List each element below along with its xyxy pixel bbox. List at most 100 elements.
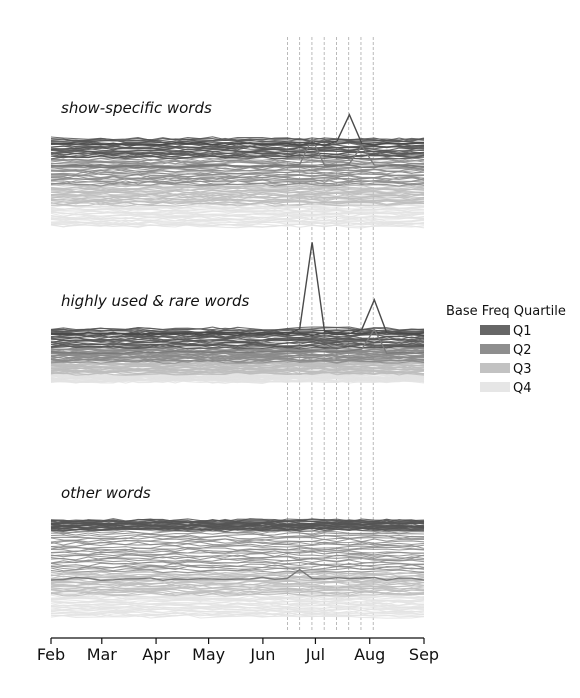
panel-0	[50, 112, 425, 229]
series-line-q2	[50, 359, 425, 364]
spike-line	[50, 144, 425, 169]
series-line-q3	[50, 572, 425, 577]
series-line-q3	[50, 185, 425, 190]
series-line-q2	[50, 171, 424, 177]
series-line-q3	[50, 582, 425, 587]
series-line-q1	[50, 150, 425, 155]
series-line-q2	[50, 356, 425, 362]
legend-label: Q1	[513, 324, 532, 339]
series-line-q3	[50, 587, 425, 592]
series-line-q1	[50, 519, 425, 524]
legend: Base Freq Quartile Q1 Q2 Q3 Q4	[446, 304, 566, 396]
series-line-q3	[50, 371, 425, 376]
x-tick-label: Jun	[249, 645, 275, 664]
spike-line	[50, 242, 425, 337]
panel-title: show-specific words	[61, 99, 212, 117]
series-line-q1	[50, 344, 425, 349]
series-line-q2	[50, 157, 425, 162]
series-line-q4	[50, 224, 425, 229]
series-line-q4	[50, 210, 425, 215]
panel-title: highly used & rare words	[61, 292, 249, 310]
series-line-q1	[50, 527, 425, 532]
series-line-q3	[50, 365, 425, 370]
series-line-q4	[50, 603, 425, 608]
series-line-q2	[50, 176, 425, 181]
series-line-q3	[50, 572, 425, 578]
series-line-q3	[50, 591, 425, 596]
series-line-q1	[50, 526, 425, 532]
series-line-q4	[50, 379, 425, 384]
x-tick-label: Aug	[354, 645, 385, 664]
series-line-q2	[50, 531, 425, 536]
series-line-q2	[50, 359, 425, 364]
panel-titles: show-specific words highly used & rare wo…	[61, 99, 249, 502]
x-axis: Feb Mar Apr May Jun Jul Aug Sep	[37, 637, 439, 664]
series-line-q4	[50, 609, 425, 614]
series-line-q4	[50, 223, 425, 228]
series-line-q3	[50, 590, 424, 595]
series-line-q4	[50, 601, 425, 606]
x-tick-label: Mar	[87, 645, 118, 664]
series-line-q3	[50, 584, 425, 589]
series-line-q2	[50, 540, 425, 545]
legend-label: Q3	[513, 362, 532, 377]
series-line-q4	[50, 613, 425, 618]
series-line-q2	[50, 544, 425, 550]
legend-label: Q4	[513, 381, 532, 396]
legend-swatch-q2	[480, 344, 510, 354]
legend-swatch-q1	[480, 325, 510, 335]
series-line-q3	[50, 577, 425, 582]
series-line-q1	[50, 327, 425, 332]
series-line-q2	[50, 548, 425, 553]
legend-label: Q2	[513, 343, 532, 358]
x-tick-label: Sep	[409, 645, 439, 664]
series-line-q3	[50, 592, 424, 597]
series-line-q4	[50, 600, 425, 605]
series-line-q3	[50, 188, 425, 193]
series-line-q2	[50, 535, 425, 540]
legend-swatch-q4	[480, 382, 510, 392]
x-tick-label: Jul	[305, 645, 325, 664]
legend-swatch-q3	[480, 363, 510, 373]
series-line-q1	[50, 138, 425, 143]
spike-line	[50, 568, 425, 582]
series-line-q3	[50, 195, 425, 200]
series-line-q2	[50, 533, 425, 538]
series-line-q4	[50, 606, 425, 612]
series-line-q2	[50, 550, 425, 554]
series-line-q3	[50, 191, 424, 196]
series-line-q4	[50, 614, 425, 619]
panel-1	[50, 242, 425, 384]
series-line-q1	[50, 154, 425, 159]
series-line-q2	[50, 177, 425, 182]
series-line-q1	[50, 345, 425, 350]
spike-line	[50, 297, 425, 337]
series-line-q2	[50, 569, 425, 574]
x-tick-label: Apr	[142, 645, 170, 664]
series-line-q2	[50, 557, 425, 562]
panel-title: other words	[61, 484, 151, 502]
series-line-q2	[50, 556, 425, 561]
series-line-q3	[50, 201, 425, 206]
series-line-q1	[50, 145, 425, 150]
series-line-q3	[50, 189, 425, 194]
series-line-q2	[50, 551, 424, 556]
panel-2	[50, 518, 425, 619]
spike-line	[50, 112, 425, 147]
series-line-q2	[50, 536, 425, 541]
series-line-q3	[50, 202, 425, 207]
panels	[50, 112, 425, 619]
x-tick-label: Feb	[37, 645, 65, 664]
series-line-q1	[50, 155, 425, 160]
series-line-q4	[50, 208, 425, 213]
series-line-q4	[50, 379, 425, 384]
series-line-q3	[50, 194, 425, 200]
series-line-q4	[51, 218, 425, 223]
x-tick-label: May	[192, 645, 225, 664]
series-line-q2	[50, 160, 425, 165]
series-line-q2	[50, 172, 425, 178]
series-line-q3	[50, 363, 425, 368]
series-line-q2	[50, 182, 425, 187]
spike-line	[50, 327, 425, 355]
